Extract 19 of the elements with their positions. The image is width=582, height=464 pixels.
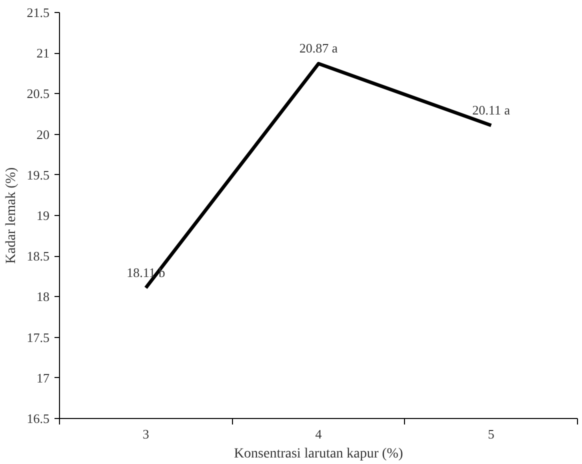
y-tick-label: 18: [36, 289, 50, 304]
data-label: 20.87 a: [299, 40, 338, 56]
y-tick-label: 18.5: [26, 248, 50, 264]
y-axis-title: Kadar lemak (%): [4, 166, 19, 264]
data-label: 18.11 b: [126, 264, 166, 280]
y-tick-label: 20.5: [26, 86, 50, 102]
y-tick-label: 21: [36, 46, 50, 61]
x-axis-title: Konsentrasi larutan kapur (%): [234, 446, 404, 462]
y-tick-label: 20: [36, 126, 50, 142]
y-tick-label: 17.5: [26, 330, 50, 345]
y-tick-label: 16.5: [26, 411, 50, 426]
y-tick-label: 19: [36, 208, 50, 223]
y-tick-label: 21.5: [26, 5, 50, 20]
y-tick-label: 17: [36, 370, 50, 386]
x-tick-label: 5: [488, 426, 494, 442]
data-label: 20.11 a: [472, 102, 510, 118]
x-tick-label: 3: [142, 426, 150, 442]
y-tick-label: 19.5: [26, 167, 50, 182]
x-tick-label: 4: [315, 426, 322, 442]
